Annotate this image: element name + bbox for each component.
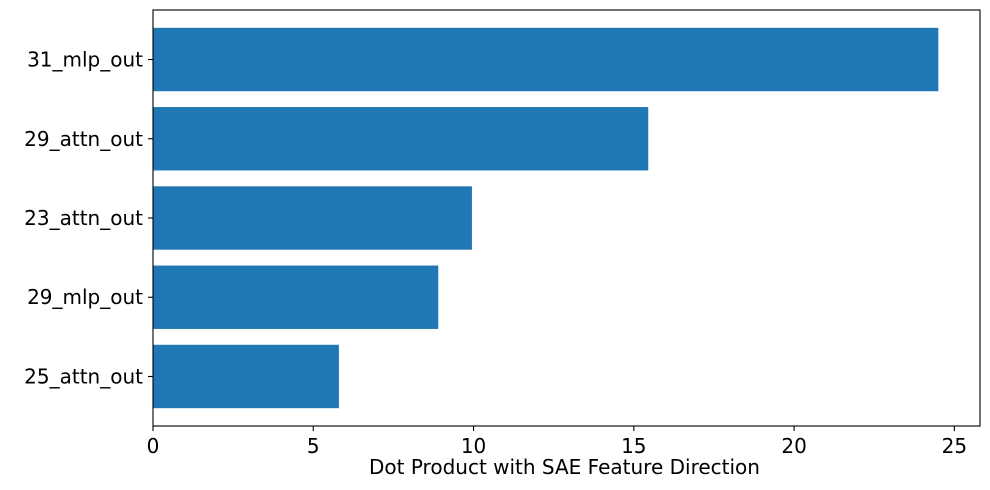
y-tick-label: 29_mlp_out — [27, 285, 143, 309]
y-axis-ticks: 31_mlp_out 29_attn_out 23_attn_out 29_mlp_o… — [24, 48, 153, 388]
bar-29_mlp_out — [153, 265, 439, 329]
x-axis-ticks: 0 5 10 15 20 25 — [147, 426, 967, 458]
y-tick-label: 31_mlp_out — [27, 48, 143, 72]
x-tick-label: 0 — [147, 434, 160, 458]
bar-29_attn_out — [153, 107, 649, 171]
y-tick-label: 23_attn_out — [24, 206, 143, 230]
x-tick-label: 10 — [461, 434, 486, 458]
x-tick-label: 20 — [781, 434, 806, 458]
x-tick-label: 25 — [942, 434, 967, 458]
bar-25_attn_out — [153, 344, 339, 409]
bars-group — [153, 27, 939, 409]
x-axis-label: Dot Product with SAE Feature Direction — [369, 455, 760, 479]
plot-frame — [152, 9, 981, 427]
x-tick-label: 5 — [307, 434, 320, 458]
bar-31_mlp_out — [153, 27, 939, 92]
bar-23_attn_out — [153, 186, 472, 250]
x-tick-label: 15 — [621, 434, 646, 458]
y-tick-label: 29_attn_out — [24, 127, 143, 151]
y-tick-label: 25_attn_out — [24, 364, 143, 388]
